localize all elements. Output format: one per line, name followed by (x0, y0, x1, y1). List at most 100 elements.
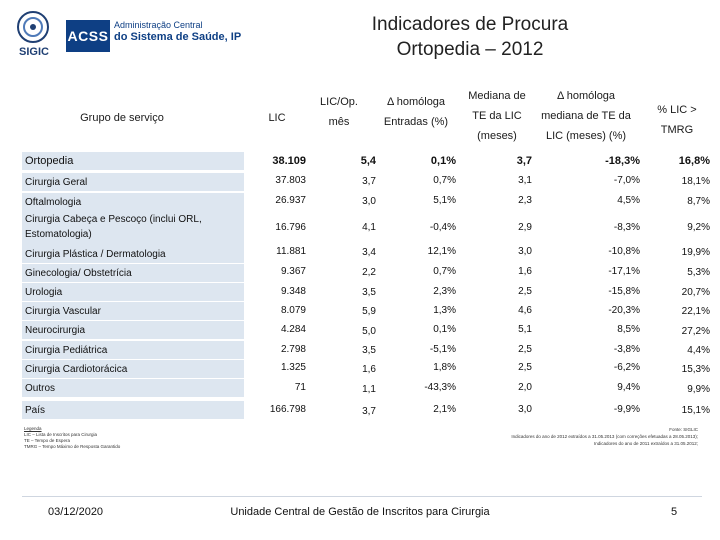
sigic-label: SIGIC (19, 46, 49, 58)
sigic-emblem-icon (17, 11, 49, 43)
cell-licop: 3,7 (362, 406, 376, 417)
cell-licop: 5,9 (362, 306, 376, 317)
header-dmed-l3: LIC (meses) (%) (545, 130, 627, 142)
title-line1: Indicadores de Procura (371, 14, 569, 35)
source-line3: Indicadores do ano de 2011 extraídos a 3… (594, 441, 698, 446)
cell-tmrg: 20,7% (681, 287, 710, 298)
cell-lic: 9.348 (280, 286, 306, 297)
cell-lic: 16.796 (275, 222, 306, 233)
row-label-outros: Outros (22, 379, 244, 397)
row-label-plastica: Cirurgia Plástica / Dermatologia (22, 245, 244, 263)
header-dmed: Δ homóloga mediana de TE da LIC (meses) … (534, 86, 638, 146)
cell-dmed: 8,5% (617, 324, 640, 335)
cell-lic: 166.798 (269, 404, 306, 415)
cell-lic: 9.367 (280, 266, 306, 277)
footer-organization: Unidade Central de Gestão de Inscritos p… (230, 506, 490, 518)
header-dhom-l2: Entradas (%) (383, 116, 449, 128)
cell-dmed: 9,4% (617, 382, 640, 393)
cell-licop: 5,0 (362, 326, 376, 337)
cell-licop: 3,4 (362, 247, 376, 258)
row-label-vascular: Cirurgia Vascular (22, 302, 244, 320)
cell-licop: 1,6 (362, 364, 376, 375)
header-tmrg-l2: TMRG (660, 124, 694, 136)
cell-lic: 37.803 (275, 175, 306, 186)
cell-mediana: 4,6 (518, 305, 532, 316)
header-licop-l2: mês (328, 116, 350, 128)
cell-lic: 38.109 (272, 155, 306, 167)
cell-dhom: 12,1% (427, 246, 456, 257)
page-title: Indicadores de Procura Ortopedia – 2012 (290, 12, 650, 62)
cell-mediana: 5,1 (518, 324, 532, 335)
cell-dmed: -18,3% (605, 155, 640, 167)
cell-dmed: -8,3% (613, 222, 640, 233)
row-label-cabeca-pescoco: Cirurgia Cabeça e Pescoço (inclui ORL, E… (22, 211, 244, 245)
cell-tmrg: 18,1% (681, 176, 710, 187)
cell-mediana: 3,1 (518, 175, 532, 186)
cell-mediana: 2,5 (518, 362, 532, 373)
cell-lic: 4.284 (280, 324, 306, 335)
cell-licop: 3,5 (362, 345, 376, 356)
cell-lic: 1.325 (280, 362, 306, 373)
cell-dmed: -15,8% (608, 286, 640, 297)
cell-licop: 5,4 (360, 155, 376, 167)
row-label-cirurgia-geral: Cirurgia Geral (22, 173, 244, 191)
row-label-urologia: Urologia (22, 283, 244, 301)
cell-licop: 4,1 (362, 222, 376, 233)
sigic-logo: SIGIC (6, 8, 62, 66)
cell-tmrg: 15,3% (681, 364, 710, 375)
legend-line3: TMRG – Tempo Máximo de Resposta Garantid… (24, 444, 121, 449)
row-label-pais: País (22, 401, 244, 419)
cell-dhom: 0,7% (433, 175, 456, 186)
row-label-oftalmologia: Oftalmologia (22, 193, 244, 211)
legend: Legenda LIC – Lista de Inscritos para Ci… (24, 426, 244, 450)
cell-tmrg: 27,2% (681, 326, 710, 337)
header-logos: SIGIC ACSS Administração Central do Sist… (6, 8, 264, 68)
cell-dhom: 2,3% (433, 286, 456, 297)
page-number: 5 (670, 506, 678, 518)
legend-title: Legenda (24, 426, 42, 431)
cell-mediana: 1,6 (518, 266, 532, 277)
cell-tmrg: 9,2% (687, 222, 710, 233)
cell-lic: 11.881 (276, 246, 306, 257)
cell-mediana: 2,0 (518, 382, 532, 393)
cell-dhom: 1,8% (433, 362, 456, 373)
cell-dhom: 0,1% (430, 155, 456, 167)
cell-dmed: -9,9% (613, 404, 640, 415)
header-group: Grupo de serviço (80, 112, 164, 124)
row-label-pediatrica: Cirurgia Pediátrica (22, 341, 244, 359)
cell-mediana: 2,5 (518, 344, 532, 355)
acss-line1: Administração Central (114, 20, 203, 30)
source-note: Fonte: SIGLIC Indicadores do ano de 2012… (420, 426, 698, 447)
source-line2: Indicadores do ano de 2012 extraídos a 3… (511, 434, 698, 439)
cell-lic: 71 (294, 382, 306, 393)
header-dmed-l2: mediana de TE da (541, 110, 631, 122)
cell-mediana: 2,3 (518, 195, 532, 206)
cell-lic: 26.937 (275, 195, 306, 206)
cell-dhom: 0,7% (433, 266, 456, 277)
cell-dhom: 2,1% (433, 404, 456, 415)
legend-line1: LIC – Lista de Inscritos para Cirurgia (24, 432, 98, 437)
cell-dhom: 5,1% (433, 195, 456, 206)
cell-dhom: -0,4% (429, 222, 456, 233)
cell-licop: 3,5 (362, 287, 376, 298)
row-label-ortopedia: Ortopedia (22, 152, 244, 170)
header-mediana-l3: (meses) (477, 130, 517, 142)
cell-tmrg: 5,3% (687, 267, 710, 278)
cell-dmed: -3,8% (613, 344, 640, 355)
cell-tmrg: 15,1% (681, 405, 710, 416)
cell-dmed: -20,3% (608, 305, 640, 316)
cell-mediana: 3,0 (518, 404, 532, 415)
cell-mediana: 2,5 (518, 286, 532, 297)
cell-dhom: 0,1% (433, 324, 456, 335)
source-line1: Fonte: SIGLIC (669, 427, 698, 432)
cell-mediana: 3,0 (518, 246, 532, 257)
cell-tmrg: 8,7% (687, 196, 710, 207)
cell-tmrg: 22,1% (681, 306, 710, 317)
cell-licop: 3,0 (362, 196, 376, 207)
footer-date: 03/12/2020 (48, 506, 104, 518)
cell-dmed: -10,8% (608, 246, 640, 257)
cell-lic: 2.798 (280, 344, 306, 355)
cell-lic: 8.079 (280, 305, 306, 316)
header-mediana: Mediana de TE da LIC (meses) (454, 86, 540, 146)
cell-tmrg: 9,9% (687, 384, 710, 395)
